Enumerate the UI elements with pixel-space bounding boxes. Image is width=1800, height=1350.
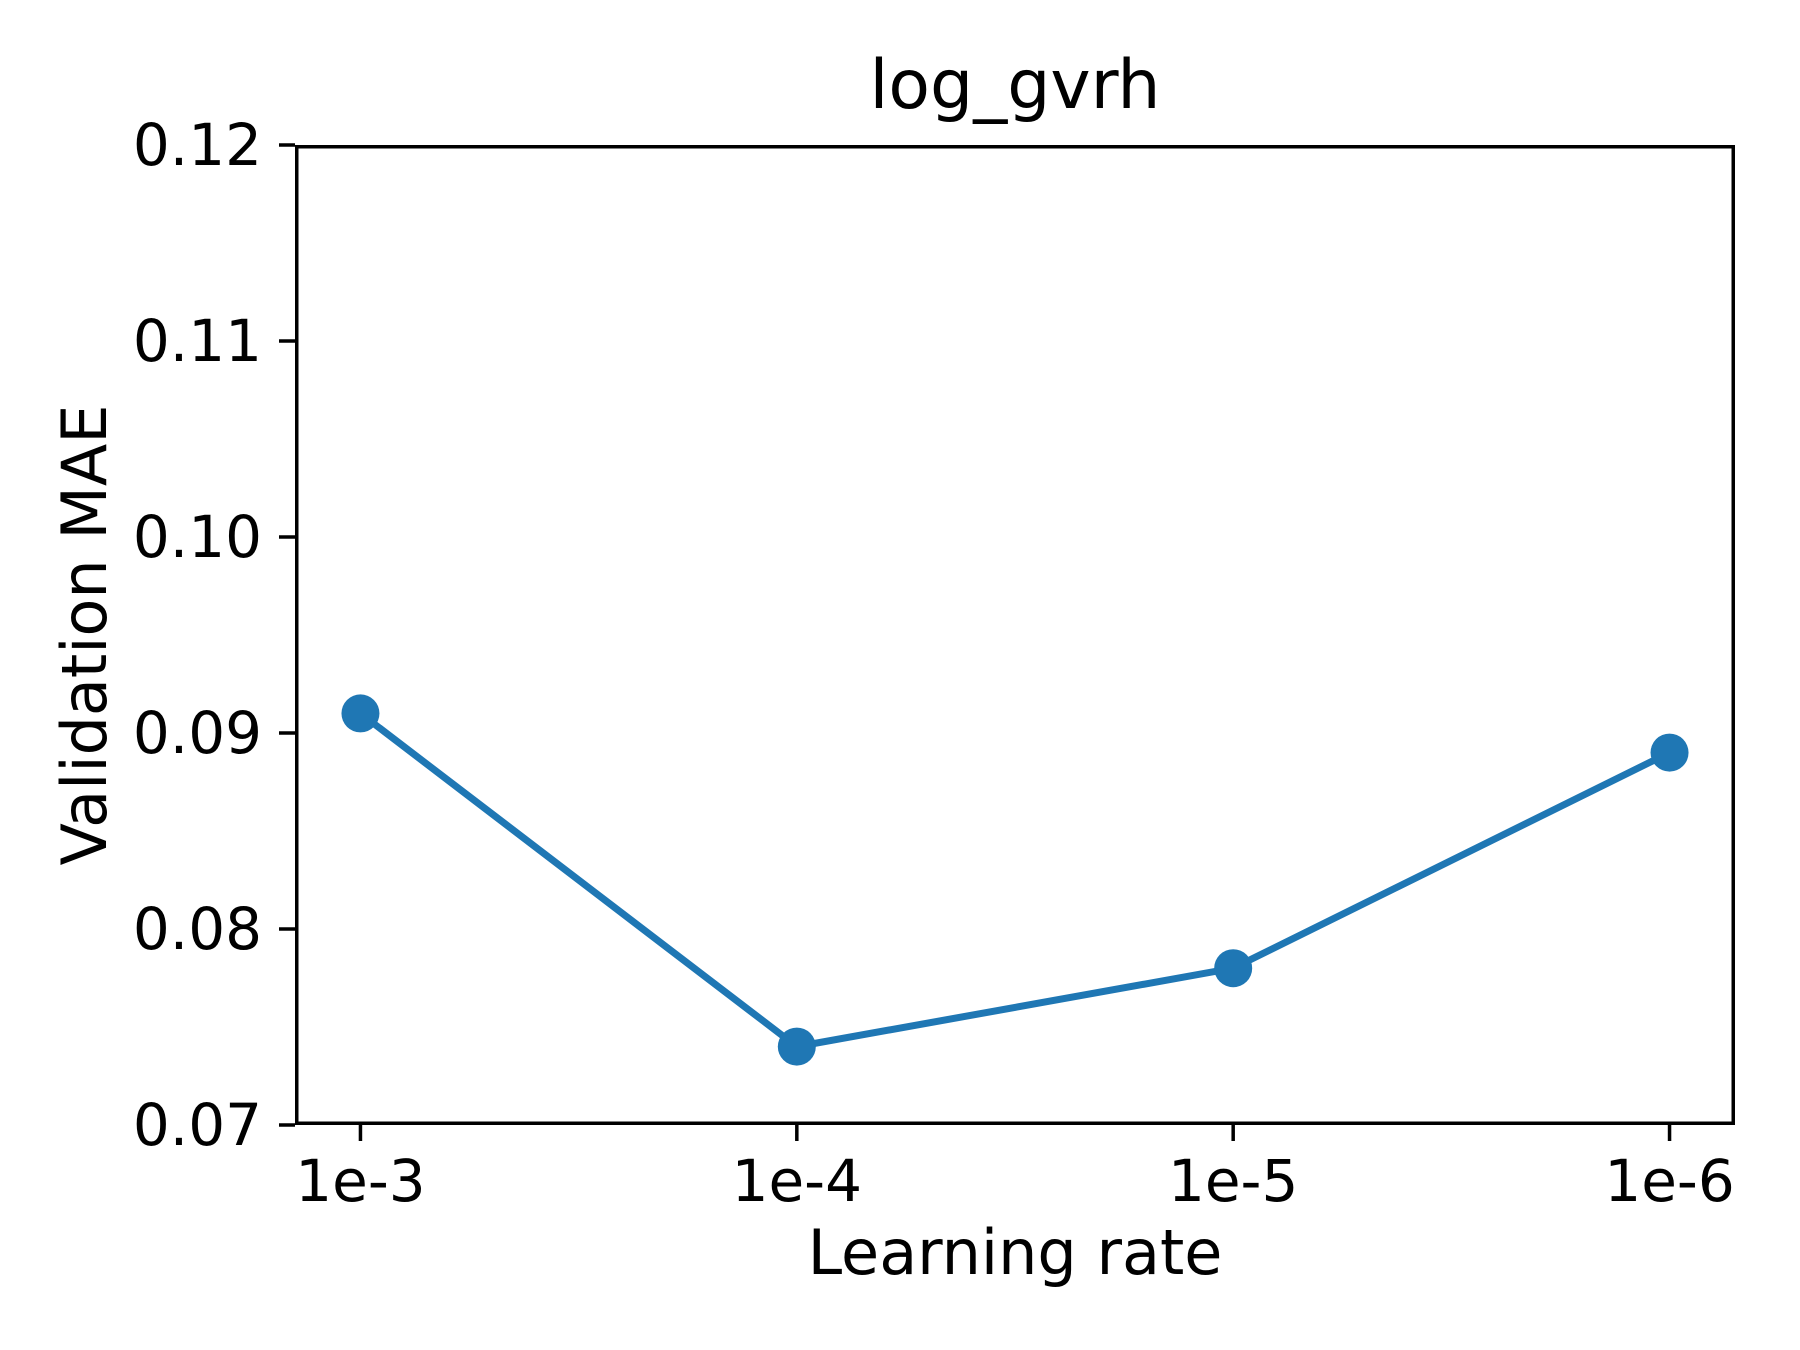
plot-area (279, 143, 1735, 1141)
y-tick-label: 0.09 (132, 699, 262, 767)
y-tick-label: 0.08 (132, 895, 262, 963)
data-point-marker (341, 694, 380, 733)
x-axis-label: Learning rate (807, 1216, 1223, 1289)
line-chart-svg (279, 143, 1735, 1141)
chart-title: log_gvrh (869, 46, 1161, 125)
y-tick-label: 0.07 (132, 1091, 262, 1159)
x-tick-label: 1e-4 (731, 1147, 863, 1215)
data-point-marker (1214, 949, 1253, 988)
data-point-marker (1650, 733, 1689, 772)
x-tick-label: 1e-3 (295, 1147, 426, 1215)
data-point-marker (777, 1027, 816, 1066)
y-tick-label: 0.12 (132, 111, 262, 179)
y-axis-label: Validation MAE (48, 404, 121, 866)
y-tick-label: 0.11 (132, 307, 262, 375)
plot-border (295, 145, 1735, 1125)
x-tick-label: 1e-6 (1604, 1147, 1735, 1215)
data-line (356, 709, 1674, 1051)
y-tick-label: 0.10 (132, 503, 262, 571)
x-tick-label: 1e-5 (1167, 1147, 1299, 1215)
